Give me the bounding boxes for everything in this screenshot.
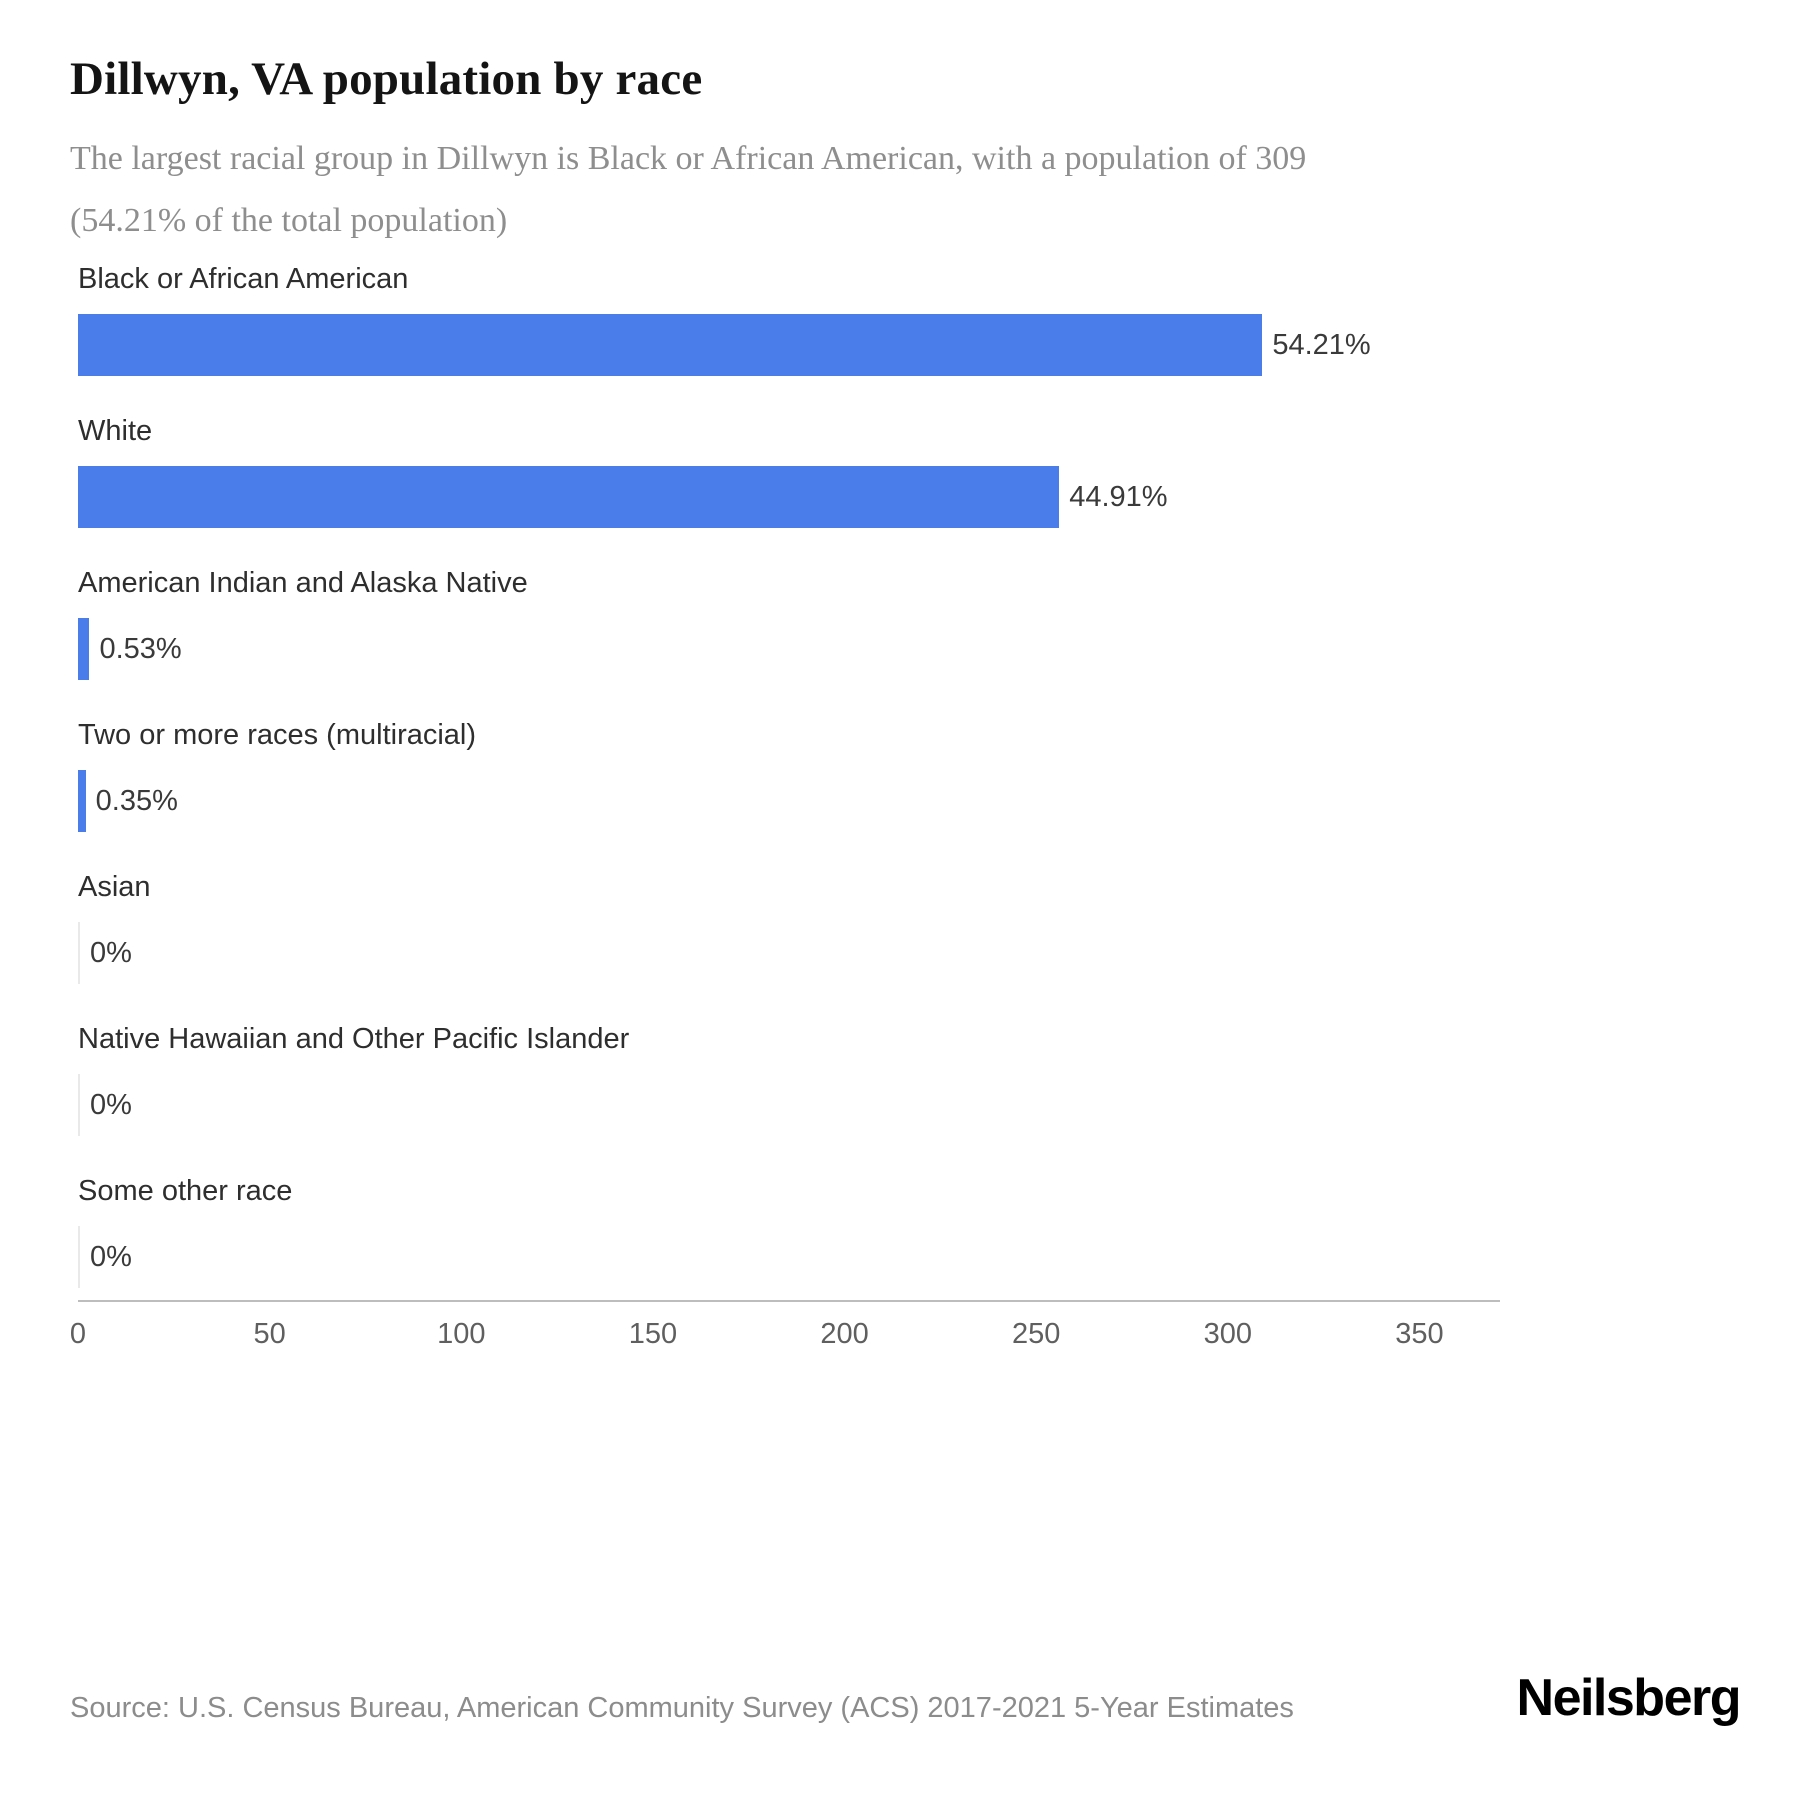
bar: [78, 466, 1060, 528]
bar-row: Black or African American 54.21%: [78, 262, 1500, 376]
chart-subtitle-line-1: The largest racial group in Dillwyn is B…: [70, 140, 1307, 177]
x-axis-tick-label: 200: [820, 1318, 869, 1350]
x-axis-tick-label: 150: [628, 1318, 678, 1350]
value-label: 44.91%: [1069, 480, 1168, 513]
x-axis-tick-label: 350: [1395, 1318, 1444, 1350]
bar-chart: Black or African American 54.21% White 4…: [78, 262, 1500, 1326]
x-axis-tick-label: 100: [437, 1318, 486, 1350]
bar-track: 0%: [78, 1226, 1500, 1288]
x-axis-tick-label: 0: [69, 1318, 87, 1350]
bar-row: White 44.91%: [78, 414, 1500, 528]
bar: [78, 1074, 80, 1136]
category-label: Some other race: [78, 1175, 293, 1207]
bar-track: 44.91%: [78, 466, 1500, 528]
bar: [78, 922, 80, 984]
bar-row: Asian 0%: [78, 870, 1500, 984]
category-label: Asian: [78, 871, 151, 903]
x-axis-tick-label: 300: [1203, 1318, 1253, 1350]
bar: [78, 618, 90, 680]
bar-track: 54.21%: [78, 314, 1500, 376]
bar-track: 0%: [78, 922, 1500, 984]
bar-track: 0.35%: [78, 770, 1500, 832]
value-label: 0%: [90, 1240, 132, 1273]
x-axis: 0 50 100 150 200 250 300 350: [70, 1300, 1500, 1370]
bar-row: American Indian and Alaska Native 0.53%: [78, 566, 1500, 680]
brand-logo: Neilsberg: [1516, 1669, 1742, 1727]
bar-track: 0%: [78, 1074, 1500, 1136]
value-label: 54.21%: [1272, 328, 1371, 361]
chart-subtitle-line-2: (54.21% of the total population): [70, 202, 508, 239]
category-label: American Indian and Alaska Native: [78, 567, 528, 599]
category-label: Two or more races (multiracial): [78, 719, 477, 751]
bar-row: Native Hawaiian and Other Pacific Island…: [78, 1022, 1500, 1136]
bar: [78, 1226, 80, 1288]
x-axis-tick-label: 250: [1012, 1318, 1061, 1350]
chart-title: Dillwyn, VA population by race: [70, 53, 703, 105]
source-note: Source: U.S. Census Bureau, American Com…: [70, 1692, 1294, 1724]
value-label: 0%: [90, 1088, 132, 1121]
bar: [78, 770, 86, 832]
bar: [78, 314, 1263, 376]
value-label: 0%: [90, 936, 132, 969]
value-label: 0.53%: [99, 632, 182, 665]
value-label: 0.35%: [95, 784, 178, 817]
bar-track: 0.53%: [78, 618, 1500, 680]
category-label: White: [78, 415, 153, 447]
category-label: Native Hawaiian and Other Pacific Island…: [78, 1023, 630, 1055]
category-label: Black or African American: [78, 263, 409, 295]
chart-subtitle: The largest racial group in Dillwyn is B…: [70, 128, 1306, 252]
x-axis-tick-label: 50: [253, 1318, 286, 1350]
bar-row: Some other race 0%: [78, 1174, 1500, 1288]
bar-row: Two or more races (multiracial) 0.35%: [78, 718, 1500, 832]
